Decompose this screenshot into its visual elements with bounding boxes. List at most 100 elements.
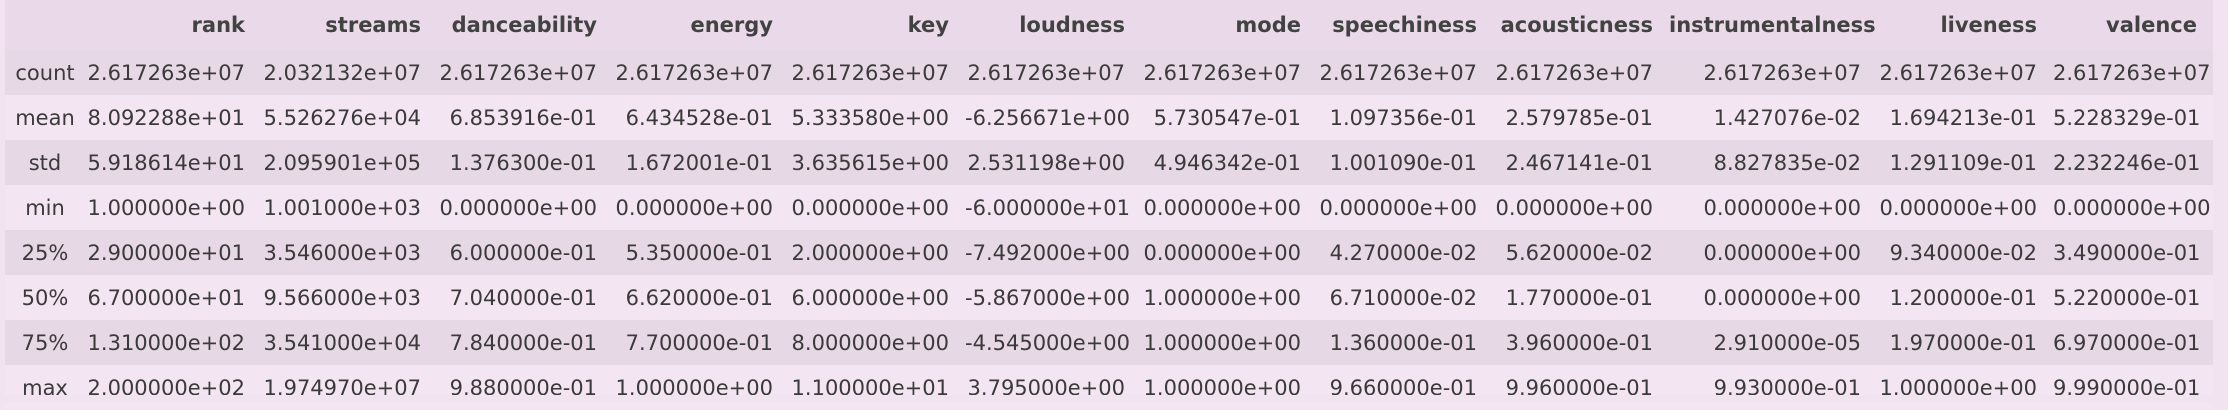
table-cell: 1.427076e-02 <box>1713 105 1861 130</box>
table-cell: 2.531198e+00 <box>967 150 1125 175</box>
table-cell: 2.617263e+07 <box>1703 60 1861 85</box>
row-label: max <box>22 375 68 400</box>
table-row: max 2.000000e+02 1.974970e+07 9.880000e-01 1… <box>5 365 2213 410</box>
table-cell: 2.617263e+07 <box>1879 60 2037 85</box>
table-cell: 9.566000e+03 <box>263 285 421 310</box>
table-cell: 2.900000e+01 <box>87 240 245 265</box>
column-header: liveness <box>1940 13 2037 37</box>
table-cell: 1.001000e+03 <box>263 195 421 220</box>
table-cell: 1.310000e+02 <box>87 330 245 355</box>
table-row: count 2.617263e+07 2.032132e+07 2.617263e+0… <box>5 50 2213 95</box>
table-cell: 2.617263e+07 <box>1495 60 1653 85</box>
table-cell: 7.040000e-01 <box>449 285 597 310</box>
table-cell: -6.256671e+00 <box>965 105 1131 130</box>
table-cell: 1.000000e+00 <box>87 195 245 220</box>
table-cell: 3.490000e-01 <box>2053 240 2201 265</box>
row-label: 25% <box>21 240 69 265</box>
column-header: acousticness <box>1500 13 1653 37</box>
table-cell: 6.000000e+00 <box>791 285 949 310</box>
table-cell: 1.000000e+00 <box>1143 375 1301 400</box>
index-header <box>5 0 85 50</box>
table-cell: 1.000000e+00 <box>615 375 773 400</box>
table-cell: 5.526276e+04 <box>263 105 421 130</box>
bottom-strip <box>0 395 2228 403</box>
table-cell: 1.770000e-01 <box>1505 285 1653 310</box>
table-cell: 1.100000e+01 <box>791 375 949 400</box>
table-cell: 1.097356e-01 <box>1329 105 1477 130</box>
table-cell: 3.795000e+00 <box>967 375 1125 400</box>
column-header: energy <box>690 13 773 37</box>
table-cell: 2.467141e-01 <box>1505 150 1653 175</box>
row-label: mean <box>15 105 75 130</box>
table-cell: 4.946342e-01 <box>1153 150 1301 175</box>
row-label: std <box>28 150 62 175</box>
table-row: 50% 6.700000e+01 9.566000e+03 7.040000e-01 6… <box>5 275 2213 320</box>
column-header: loudness <box>1019 13 1125 37</box>
table-cell: 1.200000e-01 <box>1889 285 2037 310</box>
row-label: count <box>15 60 75 85</box>
table-cell: 0.000000e+00 <box>1495 195 1653 220</box>
table-cell: 8.827835e-02 <box>1713 150 1861 175</box>
table-cell: 8.092288e+01 <box>87 105 245 130</box>
table-cell: 0.000000e+00 <box>1143 240 1301 265</box>
table-cell: -5.867000e+00 <box>965 285 1131 310</box>
table-cell: -4.545000e+00 <box>965 330 1131 355</box>
table-cell: -6.000000e+01 <box>965 195 1131 220</box>
table-cell: 2.617263e+07 <box>439 60 597 85</box>
table-cell: 9.880000e-01 <box>449 375 597 400</box>
column-header: key <box>907 13 949 37</box>
table-cell: 9.930000e-01 <box>1713 375 1861 400</box>
column-header: mode <box>1235 13 1301 37</box>
table-cell: 2.617263e+07 <box>1319 60 1477 85</box>
table-cell: 2.032132e+07 <box>263 60 421 85</box>
table-cell: 0.000000e+00 <box>1879 195 2037 220</box>
table-cell: 6.434528e-01 <box>625 105 773 130</box>
row-label: 75% <box>21 330 69 355</box>
table-cell: 1.360000e-01 <box>1329 330 1477 355</box>
table-cell: 3.960000e-01 <box>1505 330 1653 355</box>
column-header: valence <box>2106 13 2197 37</box>
table-row: min 1.000000e+00 1.001000e+03 0.000000e+00 0… <box>5 185 2213 230</box>
table-cell: 1.000000e+00 <box>1143 330 1301 355</box>
table-cell: 2.617263e+07 <box>791 60 949 85</box>
column-header: rank <box>191 13 245 37</box>
table-cell: 6.620000e-01 <box>625 285 773 310</box>
table-cell: 0.000000e+00 <box>2053 195 2211 220</box>
table-cell: 6.853916e-01 <box>449 105 597 130</box>
table-row: 75% 1.310000e+02 3.541000e+04 7.840000e-01 7… <box>5 320 2213 365</box>
table-cell: 1.376300e-01 <box>449 150 597 175</box>
column-header: instrumentalness <box>1669 13 1876 37</box>
table-row: 25% 2.900000e+01 3.546000e+03 6.000000e-01 5… <box>5 230 2213 275</box>
describe-table: rank streams danceability energy key loudness… <box>5 0 2213 410</box>
table-cell: 0.000000e+00 <box>1143 195 1301 220</box>
column-header: danceability <box>451 13 597 37</box>
table-cell: 5.730547e-01 <box>1153 105 1301 130</box>
table-cell: -7.492000e+00 <box>965 240 1131 265</box>
table-cell: 7.700000e-01 <box>625 330 773 355</box>
table-cell: 3.541000e+04 <box>263 330 421 355</box>
table-cell: 5.350000e-01 <box>625 240 773 265</box>
table-cell: 0.000000e+00 <box>1703 195 1861 220</box>
column-header: streams <box>325 13 421 37</box>
table-cell: 2.579785e-01 <box>1505 105 1653 130</box>
table-cell: 0.000000e+00 <box>1703 240 1861 265</box>
table-cell: 9.340000e-02 <box>1889 240 2037 265</box>
table-cell: 5.918614e+01 <box>87 150 245 175</box>
table-body: count 2.617263e+07 2.032132e+07 2.617263e+0… <box>5 50 2213 410</box>
table-cell: 2.617263e+07 <box>2053 60 2211 85</box>
table-cell: 1.000000e+00 <box>1143 285 1301 310</box>
table-cell: 2.617263e+07 <box>1143 60 1301 85</box>
column-header: speechiness <box>1332 13 1477 37</box>
table-cell: 2.617263e+07 <box>615 60 773 85</box>
table-cell: 2.617263e+07 <box>87 60 245 85</box>
table-cell: 5.620000e-02 <box>1505 240 1653 265</box>
table-cell: 1.970000e-01 <box>1889 330 2037 355</box>
table-cell: 0.000000e+00 <box>1319 195 1477 220</box>
table-cell: 5.220000e-01 <box>2053 285 2201 310</box>
table-row: mean 8.092288e+01 5.526276e+04 6.853916e-01… <box>5 95 2213 140</box>
table-cell: 6.710000e-02 <box>1329 285 1477 310</box>
table-cell: 1.001090e-01 <box>1329 150 1477 175</box>
table-cell: 0.000000e+00 <box>615 195 773 220</box>
table-cell: 0.000000e+00 <box>791 195 949 220</box>
